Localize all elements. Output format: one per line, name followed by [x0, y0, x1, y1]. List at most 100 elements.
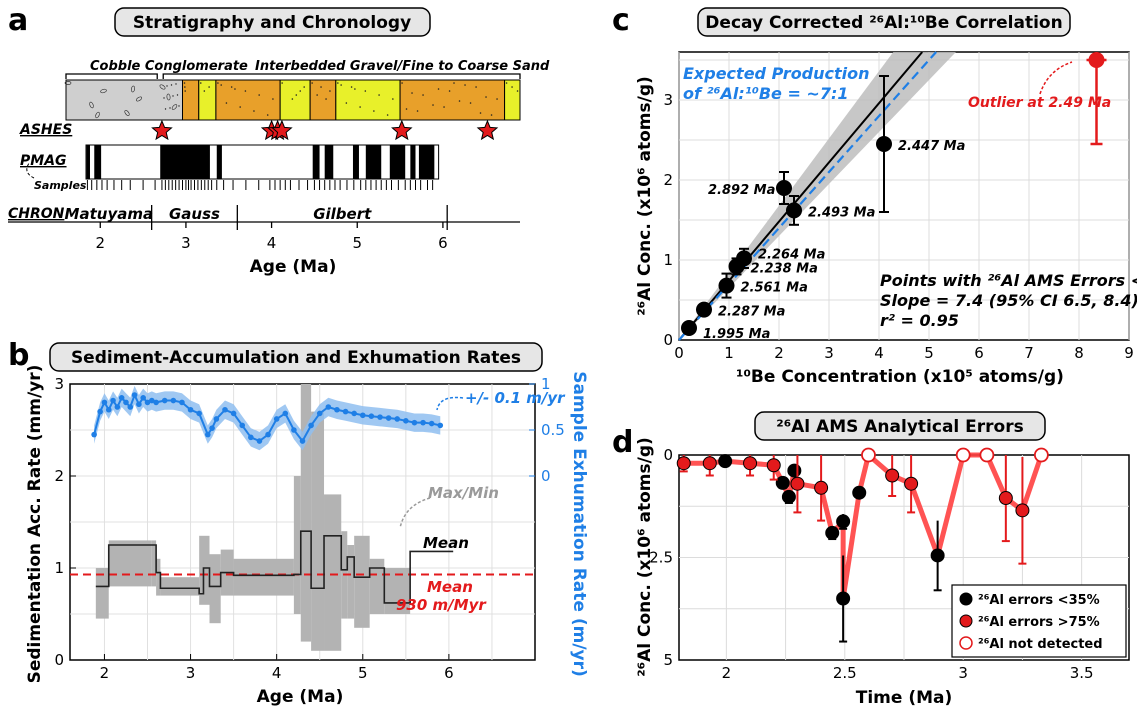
grain: [373, 110, 375, 112]
maxmin-segment: [369, 558, 385, 614]
bed-conglomerate: [65, 79, 183, 121]
x-tick-label: 6: [438, 234, 448, 252]
exhumation-point: [123, 399, 129, 406]
grain: [291, 98, 294, 100]
point-label: 2.892 Ma: [708, 183, 775, 198]
x-tick-label: 8: [1074, 344, 1084, 362]
mean-series-label: Mean: [423, 534, 469, 552]
x-tick-label: 3: [958, 664, 968, 682]
mean-line-sublabel: 930 m/Myr: [396, 596, 487, 614]
x-tick-label: 5: [924, 344, 934, 362]
panel-d: 2 2.5 3 3.5 0 2.5 5 ²⁶Al errors <35% ²⁶Al erro…: [635, 437, 1130, 708]
maxmin-segment: [209, 554, 221, 624]
grain: [354, 88, 356, 90]
grain: [345, 102, 348, 104]
grain: [244, 90, 247, 92]
fit-line: [678, 51, 924, 341]
pmag-normal-band: [324, 145, 334, 179]
exhumation-series: [91, 385, 444, 451]
title-d: ²⁶Al AMS Analytical Errors: [776, 417, 1023, 437]
x-tick-label: 5: [352, 234, 362, 252]
exhumation-point: [204, 431, 211, 438]
mean-step-line: [95, 530, 454, 604]
y-label-d: ²⁶Al Conc. (x10⁶ atoms/g): [635, 437, 655, 677]
grain: [184, 86, 186, 88]
gt75-point: [702, 456, 717, 471]
grain: [401, 82, 403, 84]
axes-d: 2 2.5 3 3.5 0 2.5 5: [649, 446, 1093, 682]
not-detected-point: [955, 447, 971, 463]
grain: [266, 114, 269, 116]
panel-c: 1.995 Ma 2.287 Ma 2.561 Ma 2.238 Ma2.264 Ma…: [635, 51, 1137, 387]
grain: [234, 88, 236, 90]
maxmin-segment: [95, 568, 109, 619]
chron-label: Gilbert: [313, 205, 372, 223]
grain: [166, 85, 168, 87]
maxmin-segment: [233, 558, 294, 596]
bed-sand: [215, 79, 281, 121]
lt35-point: [781, 489, 796, 504]
grain: [453, 82, 455, 84]
exhumation-point: [420, 419, 426, 426]
grain: [479, 112, 482, 114]
unit-bracket: [65, 73, 158, 79]
unit-label-cobble: Cobble Conglomerate: [90, 59, 248, 74]
clast: [124, 110, 130, 116]
legend-marker-nd: [959, 636, 973, 650]
exhumation-point: [230, 410, 237, 417]
exhumation-point: [359, 412, 366, 419]
grain: [437, 88, 440, 90]
grain: [175, 83, 177, 85]
legend-item-lt35: ²⁶Al errors <35%: [978, 593, 1100, 608]
exhumation-point: [144, 399, 151, 406]
pmag-normal-band: [86, 145, 90, 179]
pmag-frame: [85, 144, 440, 180]
exhumation-point: [118, 395, 125, 401]
mean-line-label: Mean: [427, 578, 473, 596]
x-tick-label: 4: [272, 664, 282, 682]
y-right-tick-label: 0: [541, 467, 551, 485]
exhumation-point: [153, 399, 159, 406]
stats-line1: Points with ²⁶Al AMS Errors < 35%: [880, 271, 1137, 290]
lt35-point: [852, 485, 867, 500]
grain: [496, 98, 498, 100]
maxmin-segment: [199, 535, 210, 605]
x-tick-label: 3: [186, 664, 196, 682]
grain: [183, 82, 186, 84]
exhumation-point: [149, 397, 155, 404]
bed-sand: [309, 79, 337, 121]
maxmin-segment: [300, 384, 312, 642]
lt35-point: [930, 548, 945, 563]
x-tick-label: 5: [358, 664, 368, 682]
pmag-normal-band: [410, 145, 416, 179]
panel-b: 2 3 4 5 6 0 1 2 3 0 0.5 1 +/- 0.1 m/yr Max/Min Mean…: [25, 365, 589, 707]
grain: [386, 114, 389, 116]
grain: [272, 98, 274, 100]
x-label-d: Time (Ma): [856, 688, 953, 708]
clast: [171, 104, 178, 110]
exhumation-point: [101, 399, 108, 406]
point-label: 2.238 Ma: [751, 261, 818, 276]
x-label-a: Age (Ma): [250, 257, 337, 277]
gt75-point: [814, 480, 829, 495]
gt75-point: [1015, 503, 1030, 518]
x-tick-label: 2: [100, 664, 110, 682]
clast: [89, 101, 94, 109]
point-label: 2.264 Ma: [758, 247, 825, 262]
x-tick-label: 4: [874, 344, 884, 362]
x-label-b: Age (Ma): [257, 687, 344, 707]
grain: [203, 90, 206, 92]
grain: [230, 86, 233, 88]
grain: [164, 108, 167, 110]
ash-star-icon: [476, 119, 499, 141]
grain: [448, 90, 451, 92]
exhumation-point: [265, 431, 271, 438]
exhumation-point: [256, 438, 263, 444]
maxmin-segment: [151, 540, 157, 587]
maxmin-label: Max/Min: [428, 484, 499, 502]
grain: [295, 94, 298, 96]
exhumation-point: [316, 410, 323, 417]
grain: [199, 82, 202, 84]
grain: [253, 110, 255, 112]
exhumation-point: [161, 397, 168, 404]
